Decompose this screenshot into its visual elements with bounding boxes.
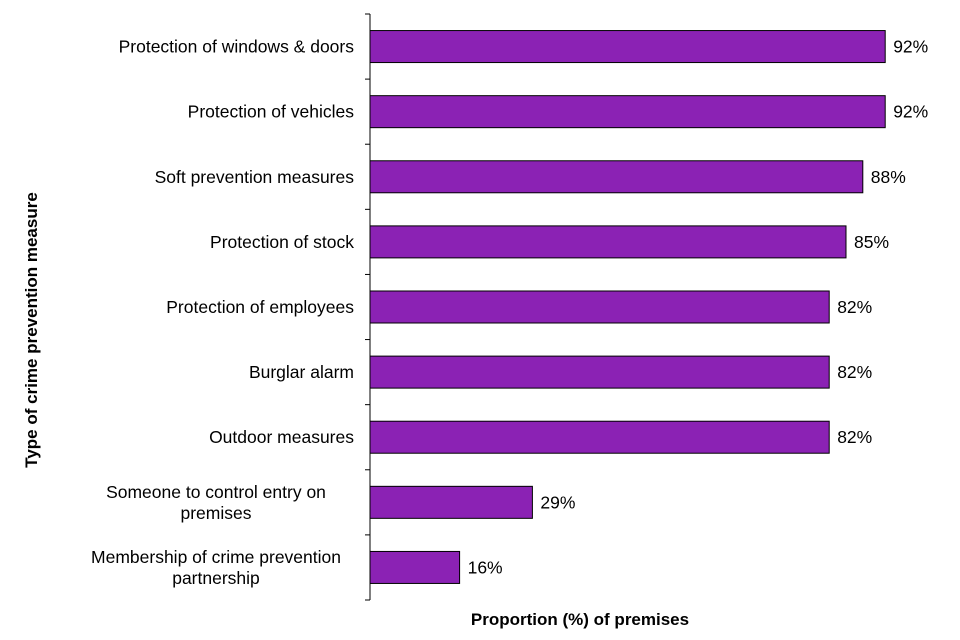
category-label: Protection of employees bbox=[166, 297, 354, 317]
category-label: Protection of stock bbox=[210, 232, 354, 252]
data-label: 82% bbox=[837, 297, 872, 317]
data-label: 85% bbox=[854, 232, 889, 252]
y-axis-ticks-group bbox=[365, 13, 370, 601]
y-axis-title: Type of crime prevention measure bbox=[22, 192, 41, 468]
data-label: 16% bbox=[468, 557, 503, 577]
bar bbox=[369, 30, 886, 64]
bar bbox=[369, 160, 864, 194]
data-label: 92% bbox=[893, 102, 928, 122]
bar bbox=[369, 550, 461, 584]
data-label: 82% bbox=[837, 427, 872, 447]
bars-group bbox=[369, 30, 886, 584]
x-axis-title: Proportion (%) of premises bbox=[471, 610, 689, 629]
bar bbox=[369, 420, 830, 454]
bar bbox=[369, 95, 886, 129]
bar bbox=[369, 290, 830, 324]
bar bbox=[369, 485, 533, 519]
category-label: Someone to control entry on premises bbox=[106, 482, 326, 523]
data-label: 88% bbox=[871, 167, 906, 187]
bar bbox=[369, 355, 830, 389]
category-labels-group: Protection of windows & doors Protection … bbox=[91, 37, 354, 588]
category-label: Protection of windows & doors bbox=[119, 37, 355, 57]
category-label: Membership of crime prevention partnershi… bbox=[91, 547, 341, 588]
value-labels-group: 92% 92% 88% 85% 82% 82% 82% 29% 16% bbox=[468, 37, 929, 578]
bar bbox=[369, 225, 847, 259]
data-label: 29% bbox=[540, 492, 575, 512]
category-label: Soft prevention measures bbox=[155, 167, 355, 187]
category-label: Burglar alarm bbox=[249, 362, 354, 382]
category-label: Protection of vehicles bbox=[188, 102, 355, 122]
category-label: Outdoor measures bbox=[209, 427, 354, 447]
data-label: 92% bbox=[893, 37, 928, 57]
data-label: 82% bbox=[837, 362, 872, 382]
